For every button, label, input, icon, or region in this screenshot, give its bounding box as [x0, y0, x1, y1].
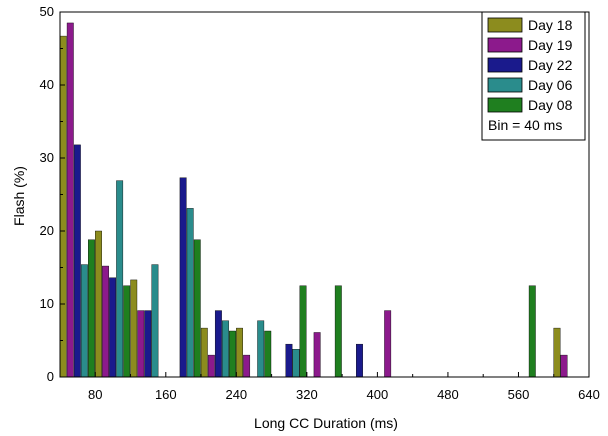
legend-label: Day 06: [528, 77, 573, 93]
legend-box: [481, 11, 586, 141]
bar-day-08: [123, 285, 131, 378]
bar-day-18: [59, 35, 67, 378]
bar-day-06: [222, 320, 229, 378]
bar-day-06: [151, 264, 159, 378]
bars-group: [59, 22, 568, 378]
bar-day-08: [528, 285, 536, 378]
x-tick-label: 480: [437, 387, 459, 402]
legend: Day 18 Day 19 Day 22 Day 06 Day 08 Bin = 40 m…: [481, 11, 586, 141]
bar-day-18: [130, 279, 138, 378]
y-tick-label: 10: [40, 296, 54, 311]
x-tick-label: 640: [578, 387, 600, 402]
bar-day-19: [560, 354, 568, 378]
x-tick-label: 560: [508, 387, 530, 402]
bar-day-19: [243, 354, 251, 378]
bar-day-22: [109, 277, 117, 378]
legend-label: Day 22: [528, 57, 573, 73]
bar-day-06: [257, 320, 265, 378]
x-tick-label: 320: [296, 387, 318, 402]
bar-day-19: [384, 310, 392, 378]
bar-day-08: [334, 285, 342, 378]
bar-day-08: [193, 239, 201, 378]
bar-day-22: [179, 177, 187, 378]
bar-day-08: [229, 330, 236, 378]
legend-swatch: [487, 57, 523, 73]
bar-day-22: [144, 310, 152, 378]
bar-day-19: [137, 310, 145, 378]
bar-day-18: [95, 230, 102, 378]
y-tick-label: 30: [40, 150, 54, 165]
bar-day-06: [80, 264, 88, 378]
y-tick-label: 40: [40, 77, 54, 92]
bar-day-18: [236, 327, 243, 378]
x-tick-label: 80: [88, 387, 102, 402]
bar-day-18: [200, 327, 208, 378]
y-axis-ticks: 0 10 20 30 40 50: [40, 4, 65, 384]
legend-label: Day 19: [528, 37, 573, 53]
bar-day-06: [116, 180, 124, 378]
y-axis-title: Flash (%): [11, 166, 27, 226]
bar-day-08: [88, 239, 95, 378]
bar-day-08: [264, 330, 272, 378]
bar-day-22: [356, 343, 363, 378]
bar-day-22: [73, 144, 81, 378]
bar-day-06: [292, 349, 300, 378]
legend-swatch: [487, 97, 523, 113]
bar-day-06: [186, 208, 194, 378]
legend-swatch: [487, 37, 523, 53]
x-tick-label: 160: [155, 387, 177, 402]
y-tick-label: 0: [47, 369, 54, 384]
legend-swatch: [487, 77, 523, 93]
x-tick-label: 400: [367, 387, 389, 402]
y-tick-label: 50: [40, 4, 54, 19]
x-tick-label: 240: [225, 387, 247, 402]
bar-day-22: [214, 310, 222, 378]
x-axis-ticks: 80 160 240 320 400 480 560 640: [59, 372, 600, 402]
y-tick-label: 20: [40, 223, 54, 238]
legend-bin-note: Bin = 40 ms: [488, 117, 562, 133]
bar-day-18: [553, 327, 561, 378]
x-axis-title: Long CC Duration (ms): [254, 415, 398, 431]
bar-day-19: [66, 22, 74, 378]
bar-day-19: [207, 354, 215, 378]
bar-day-08: [299, 285, 307, 378]
legend-swatch: [487, 17, 523, 33]
legend-label: Day 08: [528, 97, 573, 113]
bar-day-19: [102, 265, 109, 378]
bar-day-19: [313, 332, 321, 378]
bar-day-22: [285, 343, 293, 378]
legend-label: Day 18: [528, 17, 573, 33]
